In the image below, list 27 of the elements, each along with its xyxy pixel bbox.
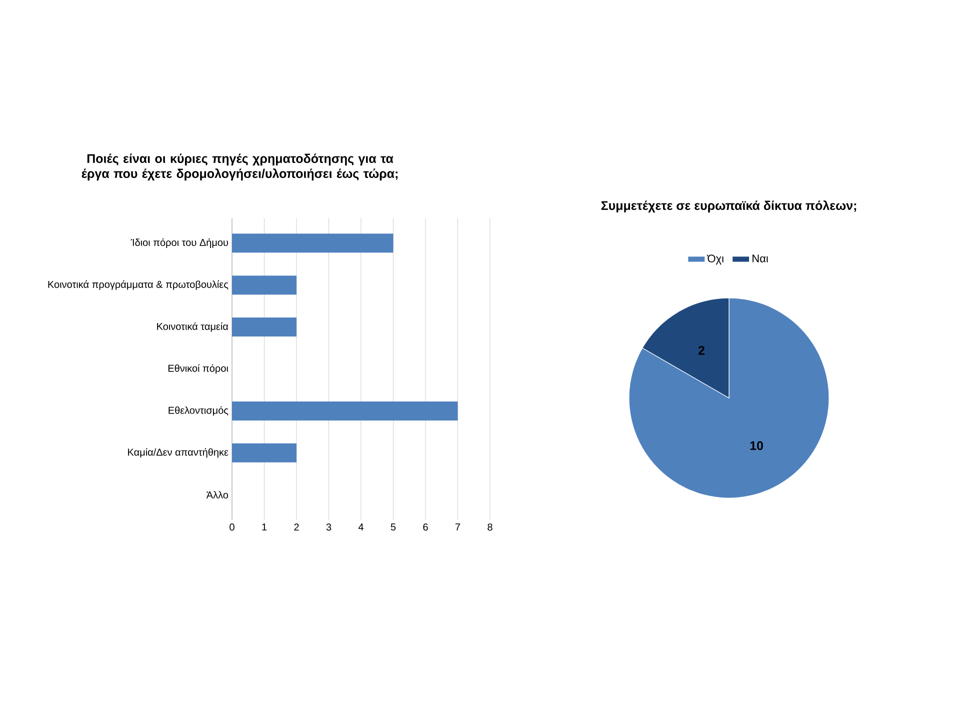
bar — [232, 276, 297, 295]
x-tick-label: 5 — [390, 524, 396, 531]
y-tick-label: Άλλο — [206, 491, 228, 499]
data-label: 10 — [750, 441, 763, 450]
x-tick-label: 3 — [326, 524, 332, 531]
x-tick-label: 4 — [358, 524, 364, 530]
x-tick-label: 2 — [294, 524, 299, 531]
data-label: 2 — [698, 346, 704, 355]
bar — [232, 234, 394, 253]
x-tick-label: 0 — [230, 524, 234, 531]
bar — [232, 443, 297, 462]
x-tick-label: 8 — [488, 524, 492, 531]
y-tick-label: Κοινοτικά ταμεία — [157, 322, 228, 332]
y-tick-label: Καμία/Δεν απαντήθηκε — [128, 448, 228, 458]
chart-title: Συμμετέχετε σε ευρωπαϊκά δίκτυα πόλεων; — [601, 200, 856, 212]
legend-label: Όχι — [706, 254, 724, 265]
x-tick-label: 7 — [455, 524, 460, 530]
x-tick-label: 6 — [423, 524, 428, 531]
bar — [232, 318, 297, 337]
y-tick-label: Ίδιοι πόροι του Δήμου — [130, 238, 228, 248]
bar — [232, 401, 458, 420]
y-tick-label: Κοινοτικά προγράμματα & πρωτοβουλίες — [48, 280, 228, 290]
y-tick-label: Εθελοντισμός — [168, 406, 228, 416]
legend-label: Ναι — [752, 254, 768, 262]
chart-title: Ποιές είναι οι κύριες πηγές χρηματοδότησης για τα έργα που έχετε δρομολογήσει/υλοποιήσει έως τώρα; — [82, 154, 398, 180]
y-tick-label: Εθνικοί πόροι — [168, 364, 228, 374]
x-tick-label: 1 — [262, 524, 267, 530]
